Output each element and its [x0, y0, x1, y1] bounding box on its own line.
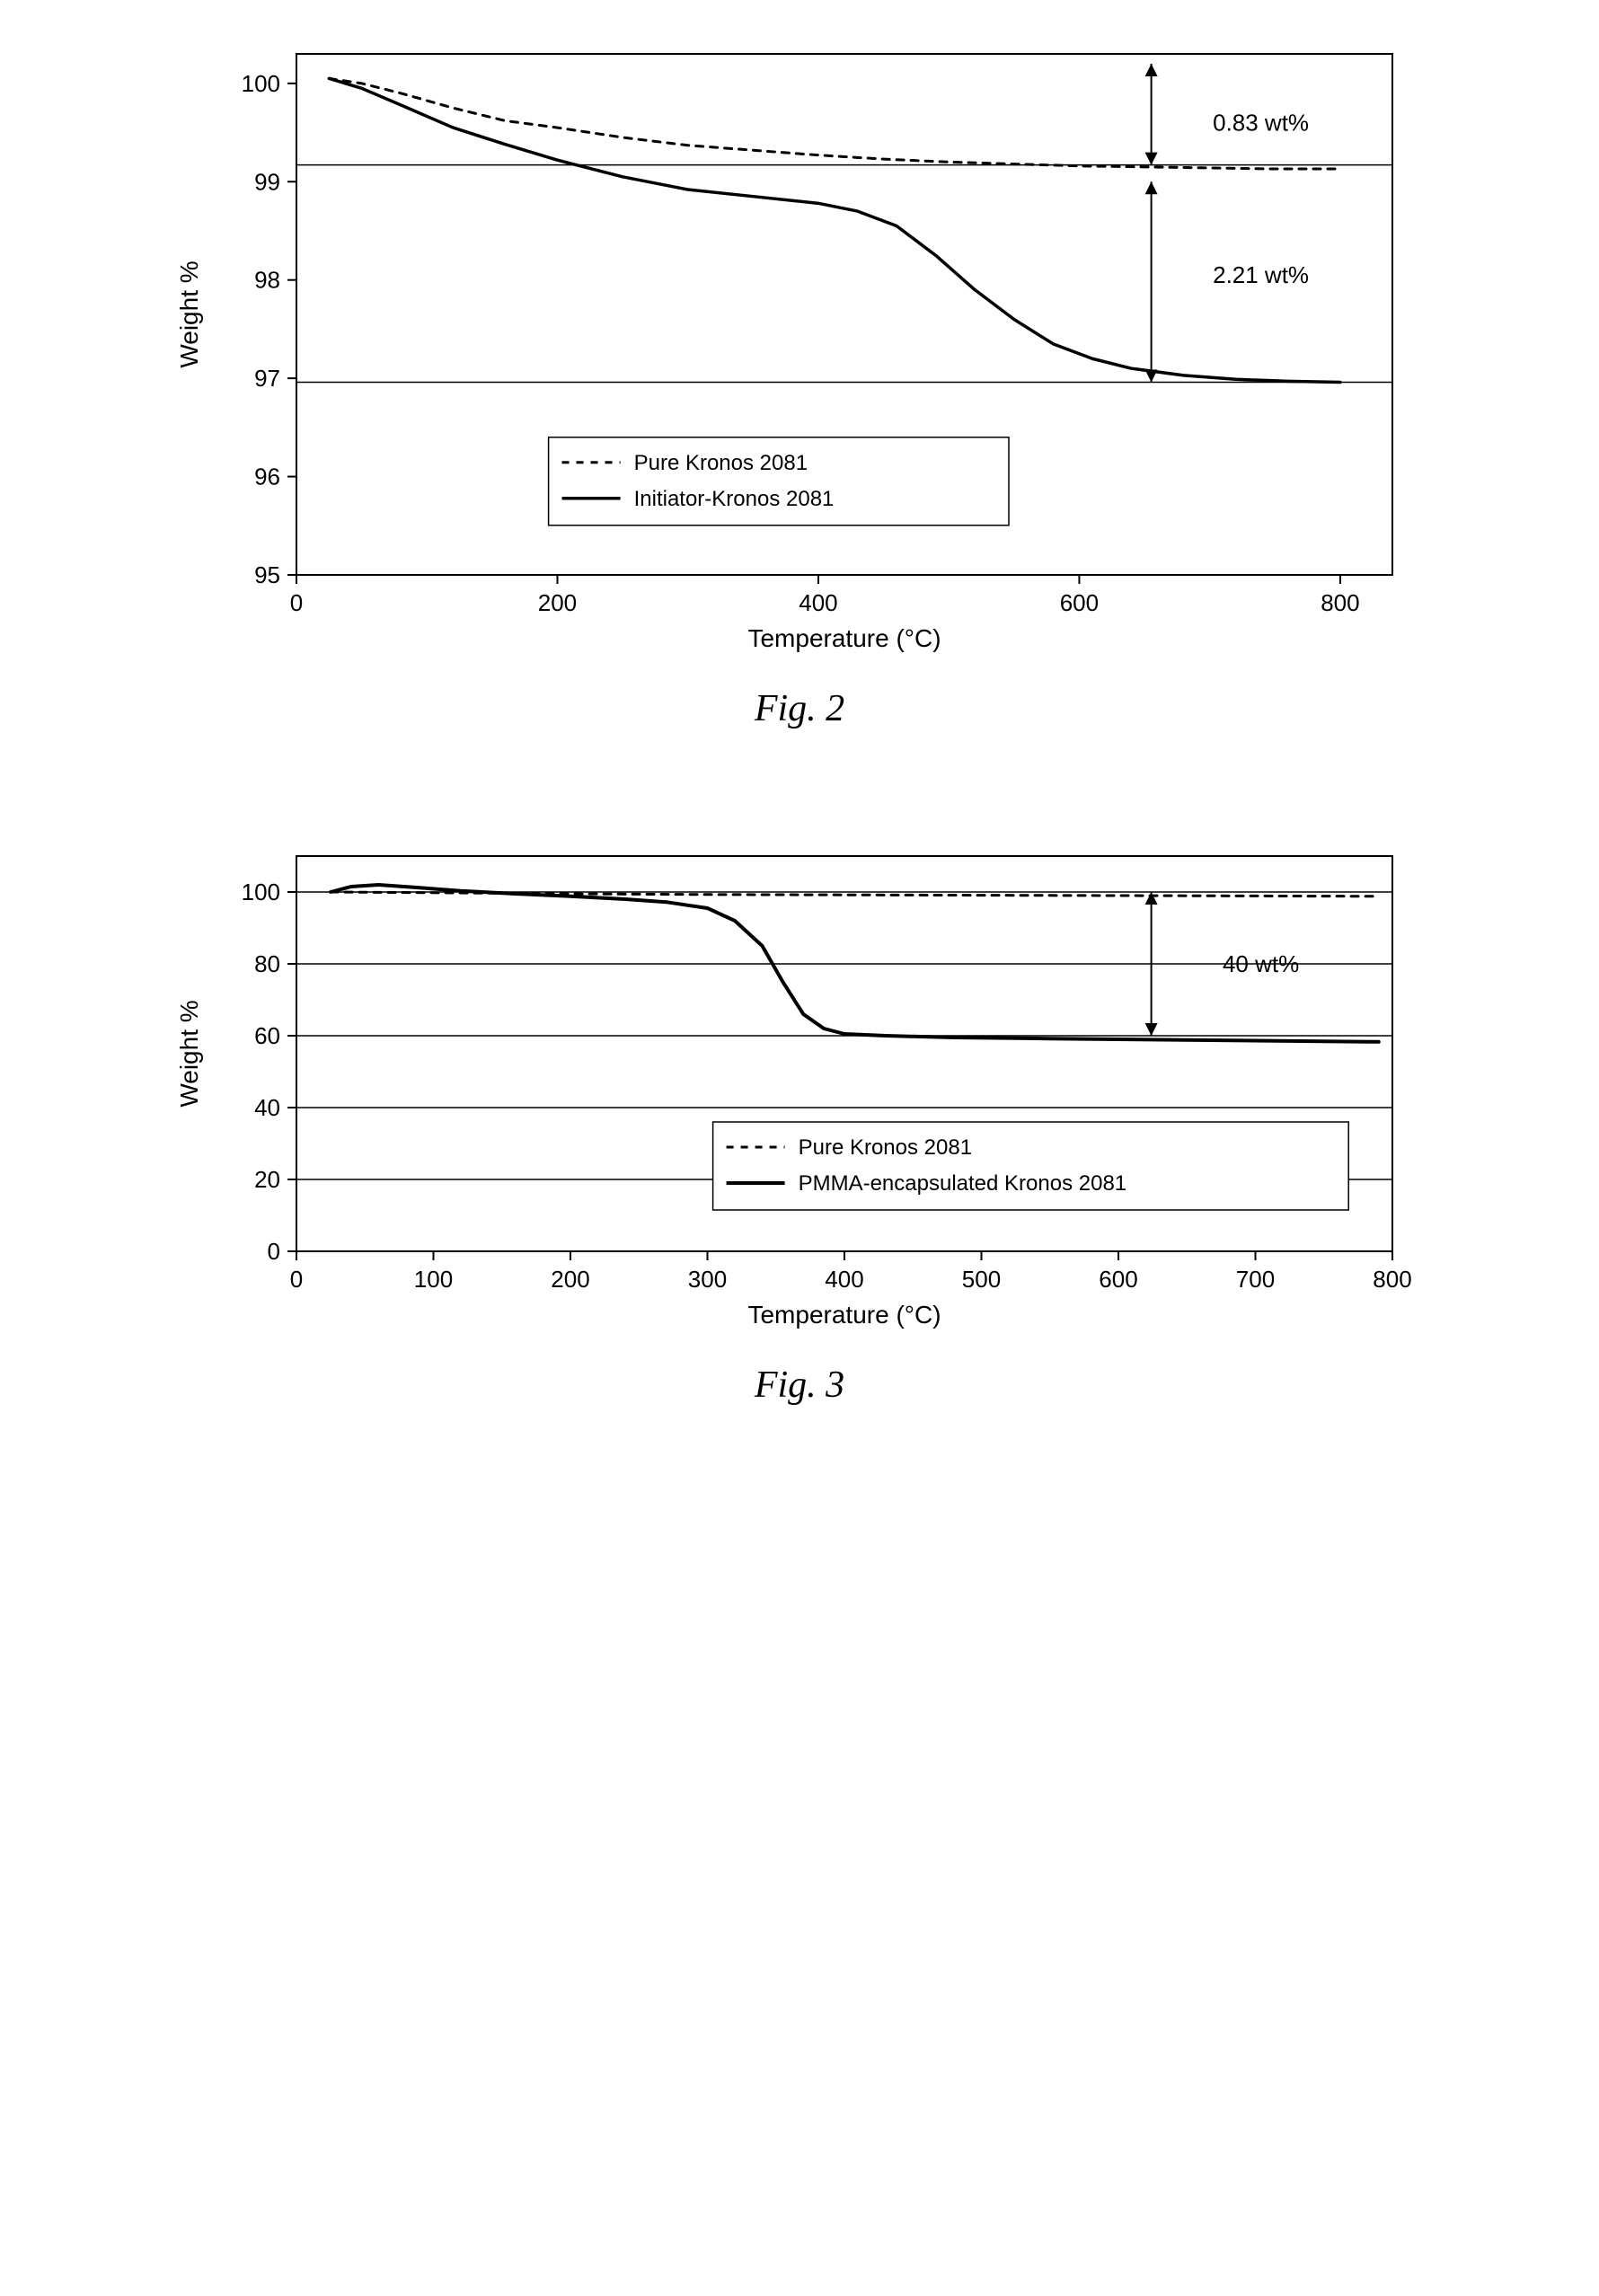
- y-tick-label: 80: [254, 950, 280, 977]
- y-axis-label: Weight %: [175, 261, 203, 367]
- legend-label: Initiator-Kronos 2081: [634, 487, 835, 511]
- y-tick-label: 60: [254, 1022, 280, 1049]
- y-axis-label: Weight %: [175, 1000, 203, 1107]
- figure-2-container: 0 200 400 600 800 95 96 97 98 99 100 Temperature (°…: [171, 36, 1428, 730]
- x-tick-label: 600: [1060, 589, 1099, 616]
- x-tick-label: 700: [1236, 1266, 1275, 1293]
- annotation-label: 0.83 wt%: [1213, 110, 1309, 137]
- arrowhead-icon: [1145, 64, 1158, 76]
- arrowhead-icon: [1145, 892, 1158, 905]
- y-tick-label: 97: [254, 365, 280, 392]
- arrowhead-icon: [1145, 1023, 1158, 1036]
- x-tick-label: 800: [1373, 1266, 1411, 1293]
- x-tick-label: 0: [290, 1266, 303, 1293]
- y-tick-label: 95: [254, 561, 280, 588]
- x-tick-label: 200: [551, 1266, 589, 1293]
- x-tick-label: 600: [1099, 1266, 1137, 1293]
- x-tick-label: 100: [414, 1266, 453, 1293]
- x-tick-label: 400: [825, 1266, 863, 1293]
- x-axis-label: Temperature (°C): [747, 1301, 941, 1329]
- y-tick-label: 100: [242, 70, 280, 97]
- figure-3-container: 0 100 200 300 400 500 600 700 800 0 20 40 60 80 100 Tem…: [171, 838, 1428, 1407]
- figure-3-caption: Fig. 3: [171, 1364, 1428, 1407]
- x-tick-label: 800: [1321, 589, 1359, 616]
- y-tick-label: 0: [268, 1238, 280, 1265]
- y-tick-label: 40: [254, 1094, 280, 1121]
- series-line: [329, 78, 1340, 382]
- x-axis-label: Temperature (°C): [747, 624, 941, 652]
- x-tick-label: 400: [799, 589, 837, 616]
- y-tick-label: 98: [254, 267, 280, 294]
- chart-svg: 0 200 400 600 800 95 96 97 98 99 100 Temperature (°…: [171, 36, 1428, 665]
- x-tick-label: 300: [688, 1266, 727, 1293]
- figure-3-chart: 0 100 200 300 400 500 600 700 800 0 20 40 60 80 100 Tem…: [171, 838, 1428, 1346]
- x-tick-label: 500: [962, 1266, 1001, 1293]
- y-tick-label: 100: [242, 879, 280, 905]
- x-tick-label: 200: [538, 589, 577, 616]
- figure-2-caption: Fig. 2: [171, 687, 1428, 730]
- x-tick-label: 0: [290, 589, 303, 616]
- series-line: [329, 78, 1340, 169]
- y-tick-label: 99: [254, 168, 280, 195]
- figure-2-chart: 0 200 400 600 800 95 96 97 98 99 100 Temperature (°…: [171, 36, 1428, 669]
- y-tick-label: 96: [254, 464, 280, 490]
- arrowhead-icon: [1145, 181, 1158, 194]
- annotation-label: 2.21 wt%: [1213, 261, 1309, 288]
- chart-svg: 0 100 200 300 400 500 600 700 800 0 20 40 60 80 100 Tem…: [171, 838, 1428, 1341]
- arrowhead-icon: [1145, 153, 1158, 165]
- arrowhead-icon: [1145, 370, 1158, 383]
- legend-label: Pure Kronos 2081: [634, 451, 808, 475]
- annotation-label: 40 wt%: [1223, 950, 1299, 977]
- legend-label: Pure Kronos 2081: [799, 1135, 972, 1160]
- y-tick-label: 20: [254, 1166, 280, 1193]
- legend-label: PMMA-encapsulated Kronos 2081: [799, 1171, 1127, 1196]
